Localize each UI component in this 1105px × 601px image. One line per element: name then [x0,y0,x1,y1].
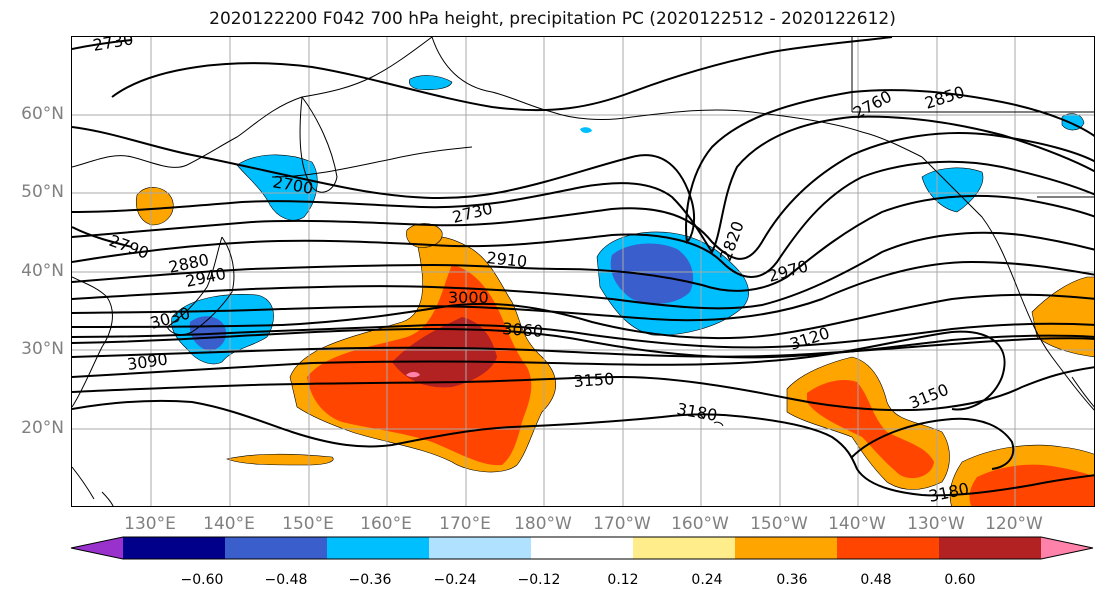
contour-label: 3120 [787,323,832,354]
contour-label: 3090 [126,349,169,373]
border-canada-usa [851,37,1094,198]
precip-pos-band-060 [406,372,420,378]
contour-3060 [72,327,1094,359]
lon-label-150w: 150°W [750,514,808,534]
coastline-alaska [431,37,923,158]
lon-label-150e: 150°E [282,514,334,534]
contour-label: 2790 [107,231,152,263]
coastline-philippines [72,466,114,506]
contour-label: 3150 [573,369,615,391]
colorbar-tick-label: 0.36 [776,572,808,588]
coastline-kamchatka [299,96,338,193]
colorbar-tick-label: −0.12 [517,572,561,588]
map-title: 2020122200 F042 700 hPa height, precipit… [209,9,896,29]
colorbar-cell [429,537,532,559]
coastline-asia [72,37,433,168]
contour-2970 [72,260,1094,322]
coastline-aleutians [271,146,473,178]
contour-2730-ring [111,37,893,112]
contour-label: 3180 [675,399,718,425]
colorbar-cell [123,537,226,559]
lat-label-60n: 60°N [21,104,64,124]
coastline-baja [1071,376,1094,408]
lat-label-30n: 30°N [21,339,64,359]
lat-label-40n: 40°N [21,261,64,281]
colorbar-cell [327,537,430,559]
contour-2730-north [72,39,133,50]
map-canvas: 2730 2700 2730 2760 2850 2790 2880 2940 … [72,37,1094,506]
lon-label-180w: 180°W [514,514,572,534]
colorbar-cell [837,537,940,559]
contour-label: 3060 [502,319,544,341]
contour-3090 [72,337,1094,358]
lon-label-130e: 130°E [124,514,176,534]
colorbar [70,536,1094,560]
colorbar-cell [735,537,838,559]
lon-label-140w: 140°W [828,514,886,534]
colorbar-cell [225,537,328,559]
precip-neg-alaska-blob [408,75,453,91]
lon-label-170e: 170°E [439,514,491,534]
contour-label: 2730 [450,199,494,227]
lon-label-160w: 160°W [671,514,729,534]
lon-label-140e: 140°E [203,514,255,534]
colorbar-cell [939,537,1042,559]
precip-pos-band-048 [392,317,497,388]
contour-label: 3000 [448,288,489,307]
colorbar-tick-label: −0.60 [180,572,224,588]
lon-label-160e: 160°E [360,514,412,534]
contour-3120 [72,330,1006,411]
precip-neg-bc-coast-blob [921,167,984,213]
contour-2910 [72,194,1094,292]
contour-2760 [72,89,1094,245]
precip-pos-north-pacific-blob [406,223,443,248]
colorbar-tick-label: −0.24 [433,572,477,588]
precip-pos-west-coast-orange [1031,276,1094,358]
colorbar-outline [70,536,1094,560]
contour-2940 [72,231,1094,310]
colorbar-cell [531,537,634,559]
contour-2790 [72,226,133,248]
precip-neg-aleutian-dot [580,127,592,134]
colorbar-tick-label: 0.48 [860,572,892,588]
colorbar-cells [71,537,1093,559]
coastline-korea-china [72,276,113,408]
lat-label-20n: 20°N [21,418,64,438]
colorbar-tick-label: 0.24 [691,572,723,588]
contour-3150 [72,366,1094,412]
contour-2880 [72,160,1094,278]
colorbar-tick-label: −0.36 [348,572,392,588]
contour-3180 [72,399,1094,497]
contour-label: 2730 [91,37,134,55]
contour-3180-east-ring [851,417,1015,470]
colorbar-extend-high [1041,537,1093,559]
lat-label-50n: 50°N [21,182,64,202]
precip-negative-shading [171,75,1085,365]
precip-neg-northeast-blob-dark [610,243,694,304]
precip-pos-southwest-strip [226,453,334,466]
contour-3000 [72,293,1094,340]
colorbar-tick-label: 0.60 [944,572,976,588]
contour-2850 [72,132,1094,260]
contour-label: 2910 [486,248,528,271]
lon-label-120w: 120°W [985,514,1043,534]
contour-label: 2970 [766,256,810,285]
colorbar-cell [633,537,736,559]
lon-label-130w: 130°W [907,514,965,534]
colorbar-tick-label: −0.48 [264,572,308,588]
precip-pos-japan-orange [135,187,174,226]
colorbar-extend-low [71,537,123,559]
contour-2820 [72,115,1094,254]
lon-label-170w: 170°W [593,514,651,534]
contour-label: 2850 [922,82,967,113]
contour-3030 [72,322,1094,349]
height-contours [72,37,1094,497]
colorbar-tick-label: 0.12 [607,572,639,588]
map-panel: 2730 2700 2730 2760 2850 2790 2880 2940 … [71,36,1095,507]
